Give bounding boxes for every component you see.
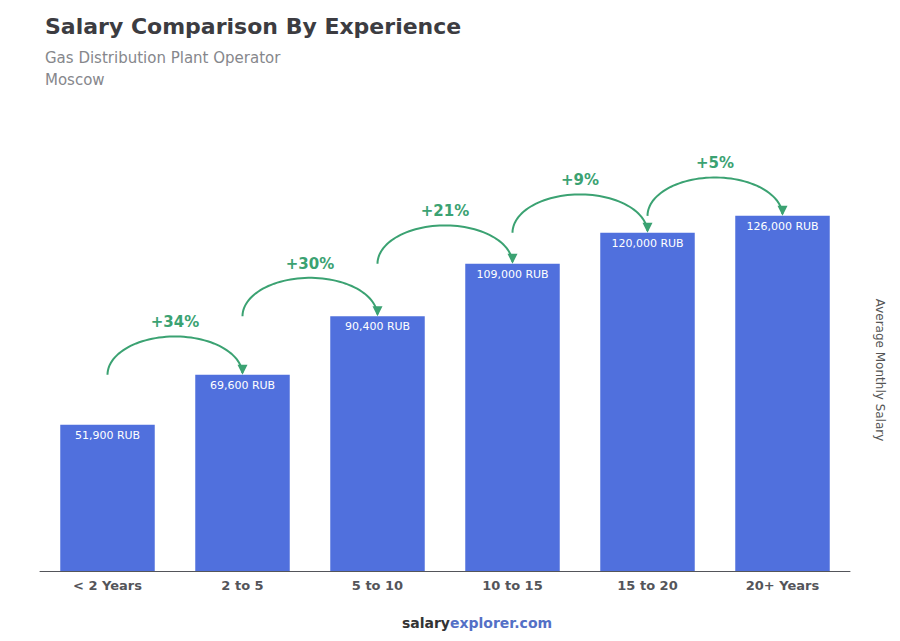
svg-text:90,400 RUB: 90,400 RUB <box>345 320 410 333</box>
svg-text:+30%: +30% <box>286 255 334 273</box>
svg-text:126,000 RUB: 126,000 RUB <box>746 220 818 233</box>
svg-text:Gas Distribution Plant Operato: Gas Distribution Plant Operator <box>45 49 281 67</box>
svg-text:2 to 5: 2 to 5 <box>221 578 263 593</box>
svg-text:120,000 RUB: 120,000 RUB <box>611 237 683 250</box>
svg-text:51,900 RUB: 51,900 RUB <box>75 429 140 442</box>
svg-text:explorer.com: explorer.com <box>450 615 552 631</box>
svg-text:Average Monthly Salary: Average Monthly Salary <box>873 299 887 442</box>
svg-text:+5%: +5% <box>696 154 734 172</box>
svg-text:Salary Comparison By Experienc: Salary Comparison By Experience <box>45 14 461 39</box>
svg-text:69,600 RUB: 69,600 RUB <box>210 379 275 392</box>
svg-text:20+ Years: 20+ Years <box>746 578 820 593</box>
svg-text:< 2 Years: < 2 Years <box>73 578 142 593</box>
svg-text:+9%: +9% <box>561 171 599 189</box>
svg-text:5 to 10: 5 to 10 <box>352 578 403 593</box>
svg-text:+34%: +34% <box>151 313 199 331</box>
svg-text:10 to 15: 10 to 15 <box>482 578 542 593</box>
svg-text:Moscow: Moscow <box>45 71 105 89</box>
svg-text:15 to 20: 15 to 20 <box>617 578 677 593</box>
svg-text:109,000 RUB: 109,000 RUB <box>476 268 548 281</box>
svg-text:+21%: +21% <box>421 202 469 220</box>
svg-text:salary: salary <box>402 615 450 631</box>
